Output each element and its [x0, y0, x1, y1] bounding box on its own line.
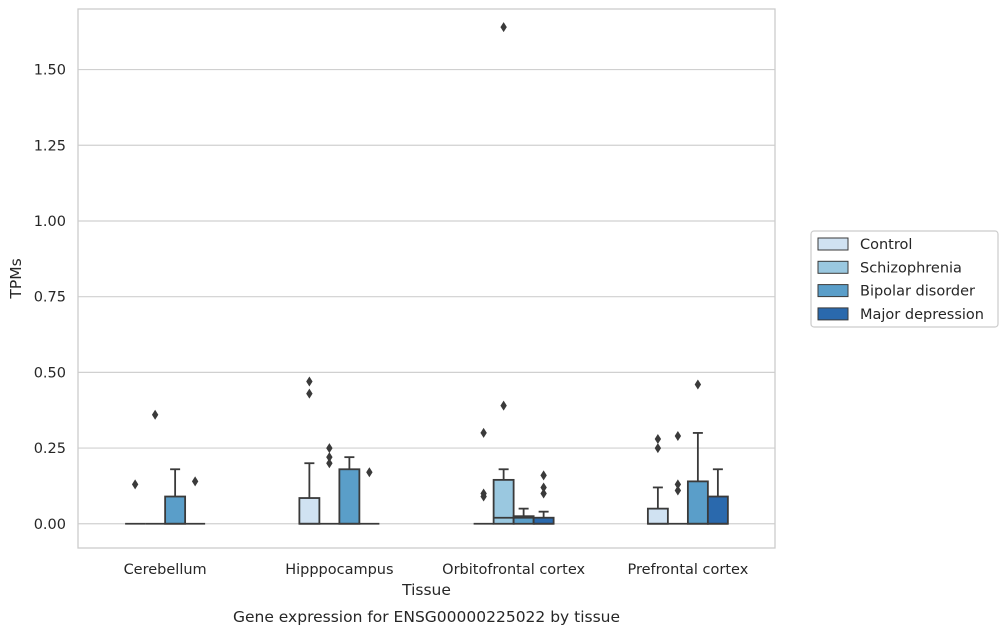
y-tick-label: 1.25	[34, 138, 66, 154]
y-tick-label: 0.75	[34, 290, 66, 306]
box	[164, 495, 187, 525]
box-group	[125, 409, 206, 525]
outlier-point	[674, 485, 682, 496]
outlier-point	[540, 482, 547, 493]
box	[532, 516, 555, 525]
outlier-point	[366, 467, 373, 478]
box-group	[473, 22, 555, 525]
legend-label: Control	[860, 237, 912, 253]
outlier-point	[306, 388, 313, 399]
outlier-point	[674, 479, 682, 490]
plot-area-frame	[77, 8, 776, 549]
legend-item: Control	[817, 237, 912, 253]
chart-caption: Gene expression for ENSG00000225022 by t…	[233, 608, 620, 626]
x-tick-label: Orbitofrontal cortex	[442, 562, 585, 578]
x-axis-label: Tissue	[401, 581, 451, 599]
outlier-point	[540, 470, 547, 481]
y-axis-label: TPMs	[7, 258, 25, 299]
y-tick-labels: 0.00 0.25 0.50 0.75 1.00 1.25 1.50	[34, 63, 66, 533]
legend-swatch	[817, 237, 849, 251]
x-tick-label: Hipppocampus	[285, 562, 393, 578]
outlier-point	[480, 427, 487, 438]
x-tick-label: Cerebellum	[124, 562, 207, 578]
legend-item: Schizophrenia	[817, 260, 962, 276]
outlier-point	[500, 22, 507, 33]
outlier-point	[326, 443, 333, 454]
outlier-point	[540, 488, 547, 499]
y-tick-label: 1.50	[34, 63, 66, 79]
legend-item: Bipolar disorder	[817, 284, 975, 300]
outlier-point	[151, 409, 159, 420]
legend-item: Major depression	[817, 307, 984, 323]
legend-swatch	[817, 260, 849, 274]
y-tick-label: 1.00	[34, 214, 66, 230]
outlier-point	[694, 379, 702, 390]
box	[646, 507, 669, 525]
box-group	[298, 376, 380, 525]
legend-label: Bipolar disorder	[860, 284, 975, 300]
legend-frame	[810, 230, 999, 328]
legend-swatch	[817, 284, 849, 298]
outlier-point	[326, 458, 333, 469]
x-tick-labels: Cerebellum Hipppocampus Orbitofrontal cort…	[124, 562, 749, 578]
y-tick-label: 0.25	[34, 441, 66, 457]
outlier-point	[131, 479, 139, 490]
outlier-point	[306, 376, 313, 387]
box	[338, 468, 361, 525]
box	[298, 497, 321, 525]
y-tick-label: 0.00	[34, 517, 66, 533]
box	[706, 495, 729, 525]
outlier-point	[191, 476, 199, 487]
y-tick-label: 0.50	[34, 365, 66, 381]
outlier-point	[654, 433, 662, 444]
outlier-point	[674, 430, 682, 441]
box	[492, 478, 515, 525]
x-tick-label: Prefrontal cortex	[627, 562, 748, 578]
legend: Control Schizophrenia Bipolar disorder Majo…	[810, 230, 999, 328]
box	[686, 480, 709, 525]
legend-swatch	[817, 307, 849, 321]
box-group	[646, 379, 729, 525]
outlier-point	[480, 488, 487, 499]
legend-label: Major depression	[860, 307, 984, 323]
legend-label: Schizophrenia	[860, 260, 962, 276]
outlier-point	[326, 452, 333, 463]
outlier-point	[654, 443, 662, 454]
outlier-point	[500, 400, 507, 411]
box-groups	[125, 22, 729, 525]
